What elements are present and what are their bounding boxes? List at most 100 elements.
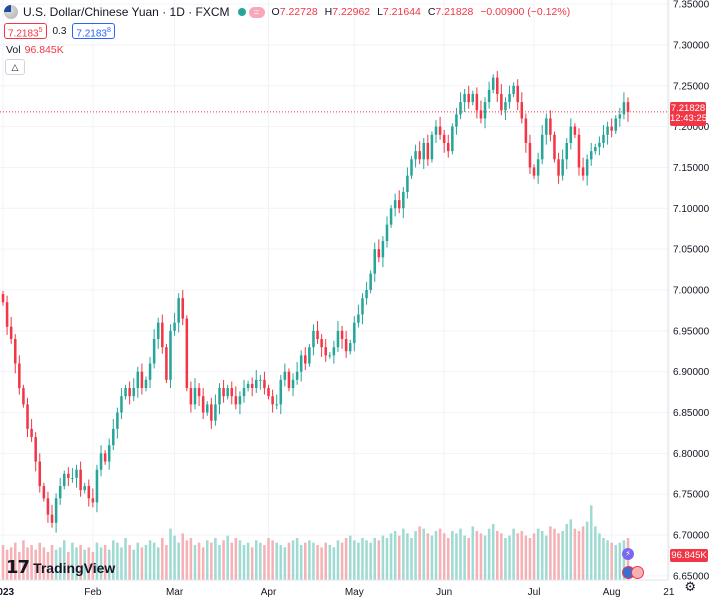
chart-grid	[0, 0, 670, 580]
buy-button[interactable]: 7.21838	[72, 23, 115, 39]
volume-bar	[87, 547, 91, 580]
candle-body	[520, 102, 524, 119]
alert-icon[interactable]: ⚡	[622, 548, 634, 560]
candle-body	[565, 142, 568, 160]
volume-bar	[553, 528, 556, 580]
candle-body	[353, 322, 356, 344]
candle-body	[116, 412, 119, 429]
candle-body	[516, 85, 519, 103]
volume-bar	[255, 540, 258, 580]
candle-body	[385, 224, 389, 241]
volume-bar	[197, 542, 201, 580]
price-tick-label: 6.80000	[673, 449, 710, 460]
candle-body	[161, 322, 164, 348]
volume-bar	[520, 531, 524, 580]
candle-body	[312, 330, 315, 348]
volume-bar	[577, 531, 581, 580]
candle-body	[246, 383, 250, 389]
volume-bar	[124, 538, 127, 580]
candle-body	[185, 318, 189, 389]
volume-bar	[259, 542, 262, 580]
equals-icon[interactable]: =	[248, 6, 265, 18]
candle-body	[259, 379, 262, 381]
volume-bar	[116, 542, 119, 580]
candle-body	[140, 371, 144, 389]
time-tick-label: Mar	[166, 587, 184, 598]
volume-bar	[479, 533, 483, 580]
settings-gear-icon[interactable]: ⚙	[684, 579, 696, 594]
volume-bar	[128, 545, 131, 580]
time-tick-label: May	[345, 587, 364, 598]
volume-bar	[201, 547, 205, 580]
volume-bar	[304, 542, 307, 580]
price-axis[interactable]: 6.65000 6.70000 6.75000 6.80000 6.85000 6.900…	[673, 0, 710, 582]
volume-bar	[1, 545, 5, 580]
candle-body	[357, 314, 360, 323]
volume-bar	[210, 542, 213, 580]
candle-body	[324, 347, 327, 356]
candle-body	[201, 396, 205, 413]
volume-axis-label: 96.845K	[670, 549, 708, 562]
candle-body	[152, 339, 156, 364]
candle-body	[173, 322, 176, 331]
candle-body	[177, 298, 180, 323]
sell-button[interactable]: 7.21835	[4, 23, 47, 39]
volume-bar	[332, 547, 336, 580]
volume-bar	[238, 540, 242, 580]
volume-bar	[169, 528, 172, 580]
price-tick-label: 6.70000	[673, 531, 710, 542]
candle-body	[230, 388, 234, 397]
volume-bar	[177, 542, 180, 580]
volume-bar	[373, 538, 376, 580]
volume-bar	[83, 549, 86, 580]
time-axis[interactable]: 2023 Feb Mar Apr May Jun Jul Aug 21	[0, 587, 675, 598]
volume-bar	[385, 538, 389, 580]
price-tick-label: 6.85000	[673, 408, 710, 419]
candle-body	[210, 404, 213, 421]
candle-body	[1, 294, 5, 303]
volume-bar	[589, 505, 593, 580]
candle-body	[467, 93, 470, 103]
usd-flag-icon	[4, 5, 18, 19]
volume-bar	[267, 538, 270, 580]
candle-body	[536, 159, 540, 176]
candle-body	[348, 343, 352, 352]
price-tick-label: 6.95000	[673, 326, 710, 337]
candle-body	[99, 453, 103, 470]
volume-bar	[516, 533, 519, 580]
volume-bar	[393, 531, 397, 580]
candle-body	[22, 388, 25, 405]
candle-body	[581, 167, 585, 176]
candle-body	[238, 396, 242, 405]
candle-body	[557, 159, 560, 176]
candle-body	[369, 273, 372, 290]
candle-body	[377, 249, 381, 258]
volume-bar	[283, 547, 287, 580]
volume-bar	[120, 547, 123, 580]
candle-body	[42, 486, 46, 499]
volume-bar	[189, 538, 193, 580]
candle-body	[214, 404, 217, 421]
volume-bar	[63, 540, 66, 580]
candle-body	[5, 302, 9, 327]
volume-bar	[193, 545, 197, 580]
candle-body	[71, 477, 74, 479]
volume-bar	[324, 542, 327, 580]
candle-body	[83, 486, 86, 491]
volume-bar	[573, 528, 577, 580]
price-tick-label: 7.00000	[673, 286, 710, 297]
collapse-legend-button[interactable]: △	[5, 59, 25, 75]
event-flags-icon[interactable]	[622, 566, 646, 579]
volume-bar	[340, 542, 344, 580]
volume-bar	[397, 535, 401, 580]
volume-bar	[602, 538, 605, 580]
candle-body	[226, 388, 229, 397]
market-open-dot-icon	[237, 8, 246, 16]
volume-bar	[549, 526, 552, 580]
volume-bar	[598, 533, 601, 580]
symbol-title[interactable]: U.S. Dollar/Chinese Yuan · 1D · FXCM	[23, 5, 230, 19]
volume-bar	[299, 545, 303, 580]
time-tick-label: Apr	[261, 587, 277, 598]
candle-body	[287, 371, 291, 389]
